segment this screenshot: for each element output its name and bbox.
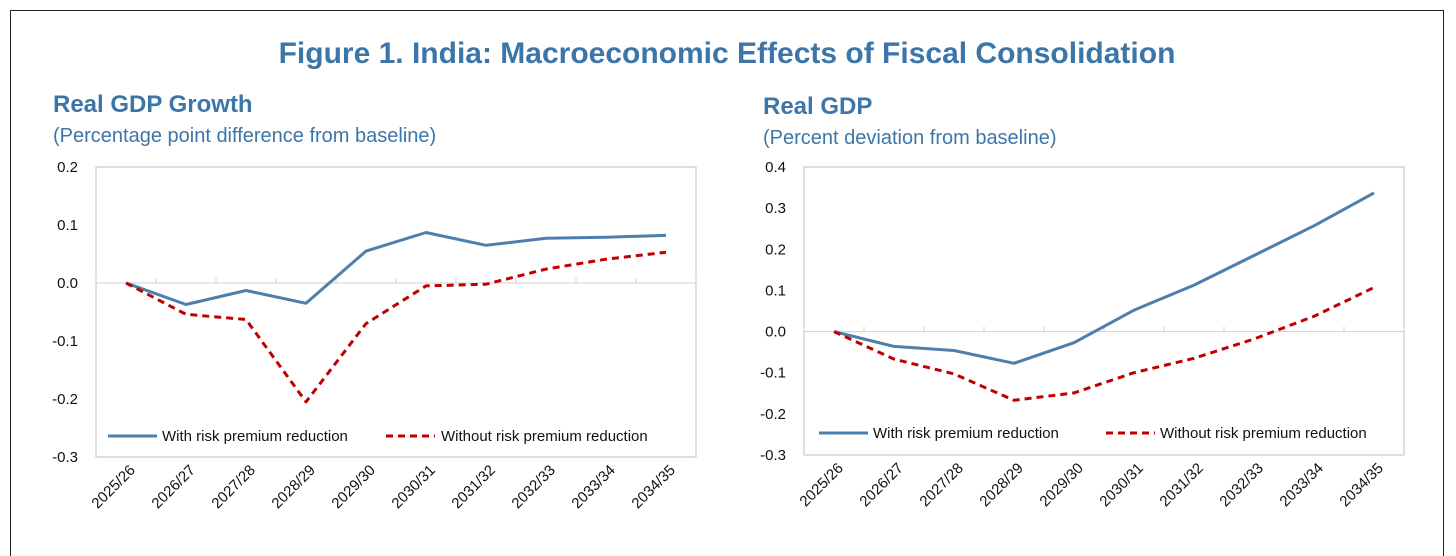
y-tick-label: 0.1 xyxy=(57,217,78,234)
y-tick-label: -0.3 xyxy=(760,447,786,464)
left-panel-title: Real GDP Growth xyxy=(53,91,253,118)
x-tick-label: 2025/26 xyxy=(88,462,138,512)
y-tick-label: 0.2 xyxy=(765,241,786,258)
x-tick-label: 2033/34 xyxy=(568,462,618,512)
y-tick-label: 0.3 xyxy=(765,200,786,217)
x-tick-label: 2028/29 xyxy=(268,462,318,512)
legend-label: Without risk premium reduction xyxy=(1160,425,1367,442)
x-tick-label: 2030/31 xyxy=(1096,460,1146,510)
x-tick-label: 2025/26 xyxy=(796,460,846,510)
x-tick-label: 2032/33 xyxy=(1216,460,1266,510)
series-line-with-risk-premium xyxy=(833,191,1375,365)
series-line-with-risk-premium xyxy=(125,231,667,306)
chart-2: 0.4 0.3 0.2 0.1 0.0 -0.1 -0.2 -0.3 2025/26 2026/2… xyxy=(760,159,1405,510)
y-tick-label: -0.3 xyxy=(52,449,78,466)
x-tick-label: 2031/32 xyxy=(1156,460,1206,510)
y-tick-label: -0.1 xyxy=(760,365,786,382)
figure-title: Figure 1. India: Macroeconomic Effects o… xyxy=(278,37,1176,70)
x-tick-label: 2034/35 xyxy=(1336,460,1386,510)
y-tick-label: -0.2 xyxy=(760,406,786,423)
x-tick-label: 2030/31 xyxy=(388,462,438,512)
x-tick-label: 2029/30 xyxy=(328,462,378,512)
legend-label: With risk premium reduction xyxy=(162,428,348,445)
x-tick-label: 2033/34 xyxy=(1276,460,1326,510)
y-tick-label: 0.2 xyxy=(57,159,78,176)
right-panel-subtitle: (Percent deviation from baseline) xyxy=(763,127,1057,149)
y-tick-label: 0.1 xyxy=(765,282,786,299)
x-tick-label: 2026/27 xyxy=(856,460,906,510)
x-tick-label: 2027/28 xyxy=(916,460,966,510)
x-tick-label: 2028/29 xyxy=(976,460,1026,510)
x-tick-label: 2026/27 xyxy=(148,462,198,512)
chart-1: 0.2 0.1 0.0 -0.1 -0.2 -0.3 2025/26 2026/27 2027/… xyxy=(52,159,697,512)
right-panel-title: Real GDP xyxy=(763,93,873,120)
series-line-without-risk-premium xyxy=(125,250,667,404)
x-tick-label: 2029/30 xyxy=(1036,460,1086,510)
plot-area-frame xyxy=(95,166,697,458)
plot-area-frame xyxy=(803,166,1405,456)
y-tick-label: 0.0 xyxy=(765,324,786,341)
left-panel-subtitle: (Percentage point difference from baseli… xyxy=(53,125,437,147)
x-tick-label: 2032/33 xyxy=(508,462,558,512)
x-tick-label: 2031/32 xyxy=(448,462,498,512)
x-tick-label: 2027/28 xyxy=(208,462,258,512)
x-tick-label: 2034/35 xyxy=(628,462,678,512)
series-line-without-risk-premium xyxy=(833,286,1375,402)
y-tick-label: 0.0 xyxy=(57,275,78,292)
y-tick-label: 0.4 xyxy=(765,159,786,176)
legend-label: Without risk premium reduction xyxy=(441,428,648,445)
legend-label: With risk premium reduction xyxy=(873,425,1059,442)
y-tick-label: -0.1 xyxy=(52,333,78,350)
y-tick-label: -0.2 xyxy=(52,391,78,408)
